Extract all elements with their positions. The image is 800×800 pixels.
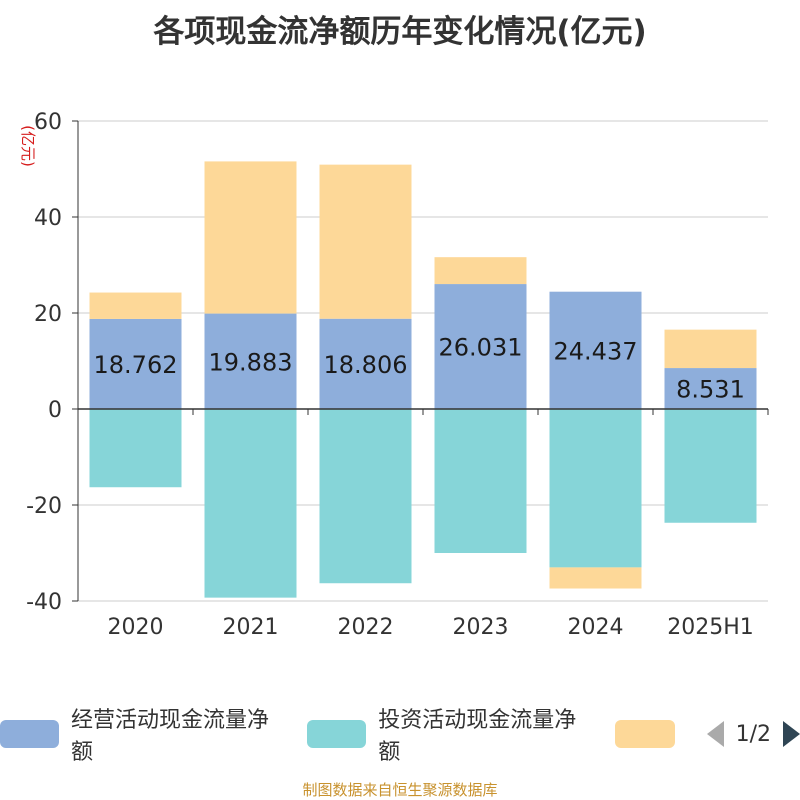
- x-tick-label: 2024: [568, 615, 624, 640]
- bar-2-2020: [89, 409, 182, 488]
- y-tick-label: 40: [34, 206, 62, 231]
- legend-swatch-investing: [307, 720, 367, 748]
- y-tick-label: -40: [26, 590, 62, 615]
- x-tick-label: 2025H1: [667, 615, 754, 640]
- x-tick-label: 2023: [453, 615, 509, 640]
- y-tick-label: 20: [34, 302, 62, 327]
- bar-1-2021: [204, 313, 297, 409]
- legend-next-icon[interactable]: [783, 721, 800, 747]
- legend-label-investing: 投资活动现金流量净额: [378, 708, 577, 765]
- legend-swatch-third: [614, 720, 675, 748]
- x-tick-label: 2022: [338, 615, 394, 640]
- bar-2-2024: [549, 409, 642, 568]
- y-axis-label: (亿元): [19, 125, 37, 167]
- bar-3-2025H1: [664, 329, 757, 369]
- x-tick-label: 2020: [108, 615, 164, 640]
- data-label: 18.762: [94, 351, 178, 379]
- bar-2-2022: [319, 409, 412, 584]
- bar-2-2025H1: [664, 409, 757, 523]
- bar-1-2022: [319, 318, 412, 409]
- data-label: 18.806: [324, 351, 408, 379]
- legend-page-indicator: 1/2: [735, 721, 771, 747]
- legend-item-operating[interactable]: 经营活动现金流量净额: [0, 702, 287, 766]
- data-label: 19.883: [209, 348, 293, 376]
- bar-1-2025H1: [664, 368, 757, 409]
- bar-3-2022: [319, 164, 412, 319]
- legend-prev-icon[interactable]: [706, 721, 724, 747]
- source-footer: 制图数据来自恒生聚源数据库: [302, 781, 498, 799]
- legend-item-third[interactable]: [614, 720, 687, 748]
- bar-3-2020: [89, 292, 182, 319]
- bar-2-2023: [434, 409, 527, 553]
- legend-label-operating: 经营活动现金流量净额: [70, 708, 269, 765]
- data-label: 24.437: [554, 337, 638, 365]
- chart-title: 各项现金流净额历年变化情况(亿元): [153, 14, 647, 50]
- y-tick-label: -20: [26, 494, 62, 519]
- data-label: 26.031: [439, 334, 523, 362]
- x-tick-label: 2021: [223, 615, 279, 640]
- bar-3-2021: [204, 161, 297, 314]
- bar-1-2020: [89, 318, 182, 409]
- bar-2-2021: [204, 409, 297, 598]
- bar-3-2024: [549, 567, 642, 589]
- y-tick-label: 0: [48, 398, 62, 423]
- legend: 经营活动现金流量净额 投资活动现金流量净额 1/2: [0, 708, 800, 765]
- bar-1-2023: [434, 284, 527, 409]
- bar-1-2024: [549, 291, 642, 409]
- y-tick-label: 60: [34, 110, 62, 135]
- legend-pager: 1/2: [706, 721, 800, 747]
- data-label: 8.531: [676, 376, 745, 404]
- legend-item-investing[interactable]: 投资活动现金流量净额: [307, 702, 594, 766]
- legend-swatch-operating: [0, 720, 59, 748]
- bar-3-2023: [434, 257, 527, 285]
